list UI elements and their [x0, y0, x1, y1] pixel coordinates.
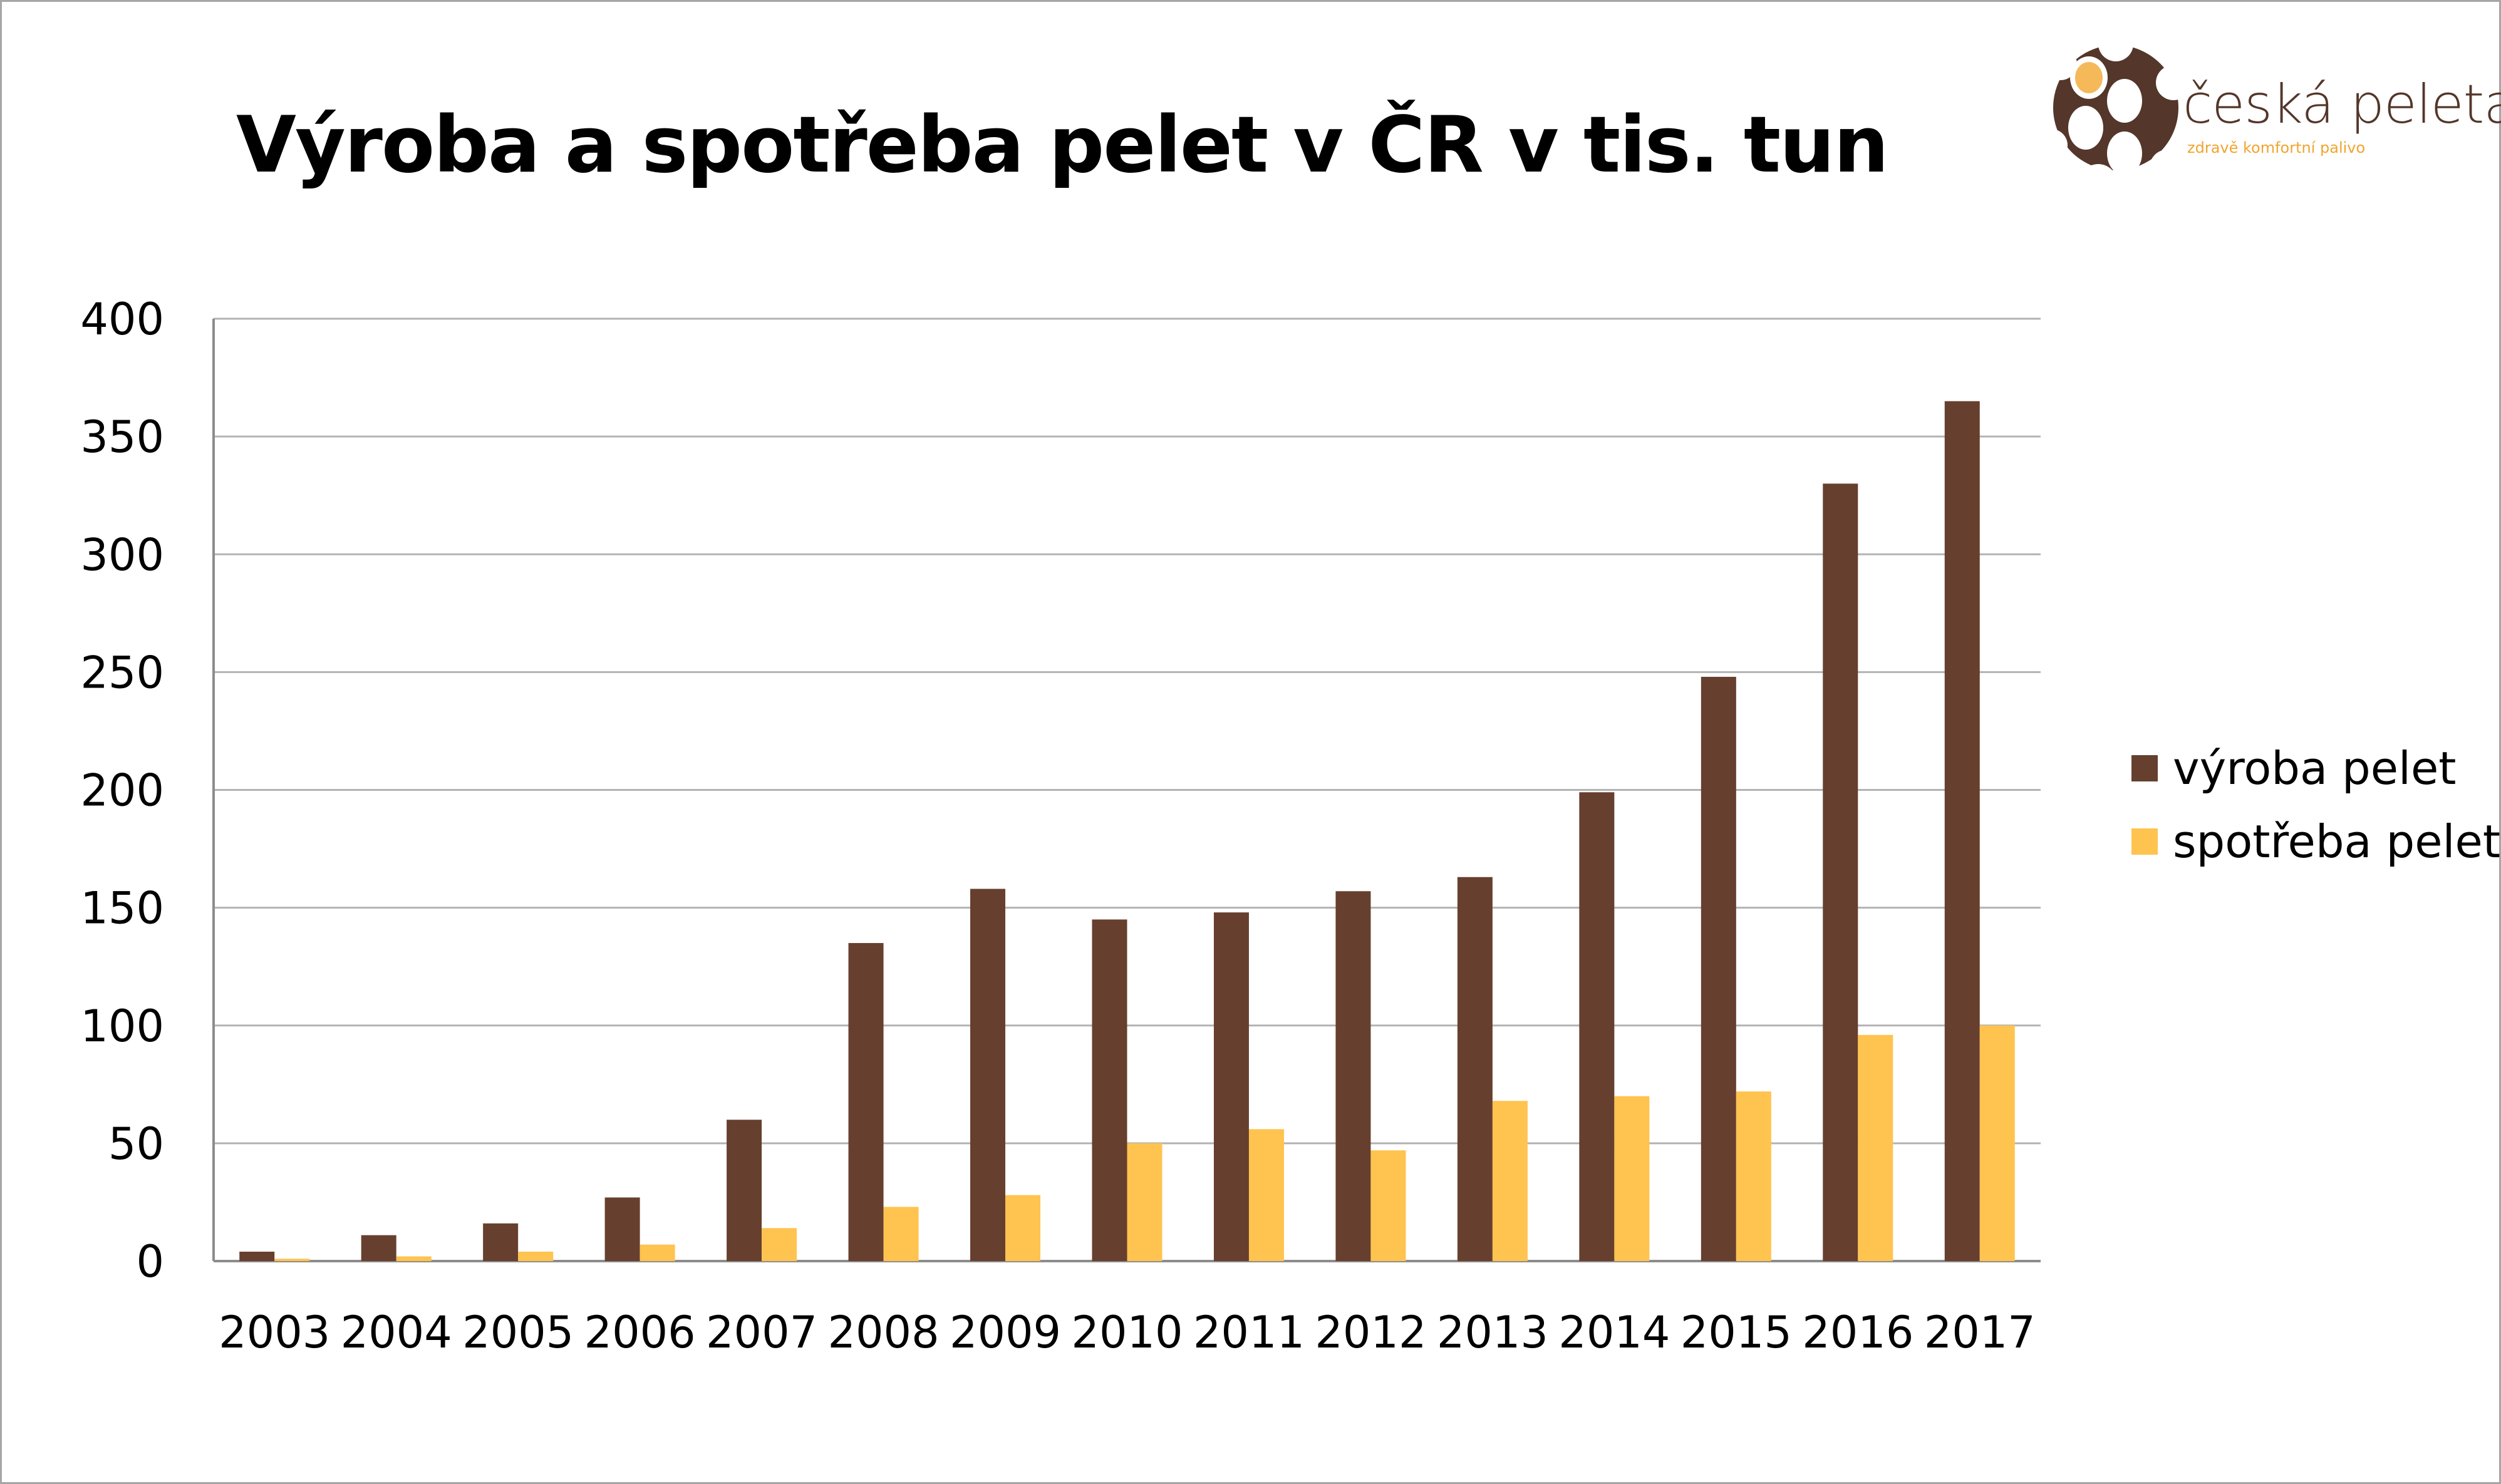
y-tick-label: 250: [80, 647, 164, 698]
x-tick-label: 2008: [827, 1307, 939, 1358]
logo-name: česká peleta: [2183, 73, 2501, 136]
bar-vyroba: [1335, 891, 1371, 1261]
bar-vyroba: [727, 1120, 762, 1261]
chart-title: Výroba a spotřeba pelet v ČR v tis. tun: [236, 100, 1889, 190]
bar-vyroba: [848, 943, 884, 1261]
bar-vyroba: [1213, 912, 1249, 1261]
bar-spotreba: [1005, 1195, 1041, 1261]
bar-vyroba: [970, 889, 1006, 1261]
bar-spotreba: [396, 1256, 432, 1261]
bar-vyroba: [239, 1251, 275, 1261]
bar-vyroba: [1823, 483, 1858, 1261]
x-tick-label: 2004: [341, 1307, 452, 1358]
legend-label: výroba pelet: [2173, 742, 2457, 795]
bar-vyroba: [483, 1223, 519, 1261]
y-tick-label: 200: [80, 765, 164, 817]
bar-spotreba: [518, 1251, 554, 1261]
bar-spotreba: [1858, 1034, 1893, 1261]
bar-vyroba: [1092, 919, 1127, 1261]
y-tick-label: 0: [136, 1236, 164, 1287]
legend-swatch: [2131, 828, 2158, 855]
bar-spotreba: [1492, 1101, 1528, 1261]
legend-swatch: [2131, 755, 2158, 781]
x-tick-label: 2003: [219, 1307, 330, 1358]
bar-vyroba: [1944, 401, 1980, 1261]
bar-spotreba: [883, 1207, 919, 1261]
bar-spotreba: [274, 1259, 310, 1261]
bar-spotreba: [1370, 1150, 1406, 1261]
bar-spotreba: [1127, 1143, 1162, 1261]
legend-label: spotřeba pelet: [2173, 815, 2500, 868]
x-tick-label: 2011: [1193, 1307, 1305, 1358]
bar-vyroba: [1701, 676, 1736, 1261]
logo-tagline: zdravě komfortní palivo: [2187, 139, 2366, 157]
y-tick-label: 150: [80, 883, 164, 934]
bar-vyroba: [361, 1235, 396, 1261]
x-tick-label: 2010: [1071, 1307, 1183, 1358]
x-tick-label: 2015: [1680, 1307, 1792, 1358]
y-tick-label: 300: [80, 529, 164, 580]
bar-vyroba: [604, 1197, 640, 1261]
bar-spotreba: [1614, 1096, 1650, 1261]
x-tick-label: 2009: [950, 1307, 1061, 1358]
bar-spotreba: [639, 1244, 675, 1261]
bar-spotreba: [1248, 1129, 1284, 1261]
bar-spotreba: [762, 1228, 797, 1261]
y-tick-label: 50: [108, 1118, 164, 1170]
x-tick-label: 2014: [1558, 1307, 1670, 1358]
y-tick-label: 400: [80, 294, 164, 345]
x-tick-label: 2017: [1924, 1307, 2036, 1358]
x-tick-label: 2006: [584, 1307, 696, 1358]
x-tick-label: 2013: [1437, 1307, 1548, 1358]
x-tick-label: 2007: [706, 1307, 817, 1358]
bar-vyroba: [1579, 792, 1615, 1261]
bar-spotreba: [1736, 1091, 1771, 1261]
bar-spotreba: [1979, 1025, 2015, 1261]
y-tick-label: 350: [80, 411, 164, 463]
x-tick-label: 2016: [1802, 1307, 1913, 1358]
x-tick-label: 2005: [462, 1307, 574, 1358]
x-tick-label: 2012: [1315, 1307, 1426, 1358]
y-tick-label: 100: [80, 1001, 164, 1052]
bar-vyroba: [1457, 877, 1493, 1261]
